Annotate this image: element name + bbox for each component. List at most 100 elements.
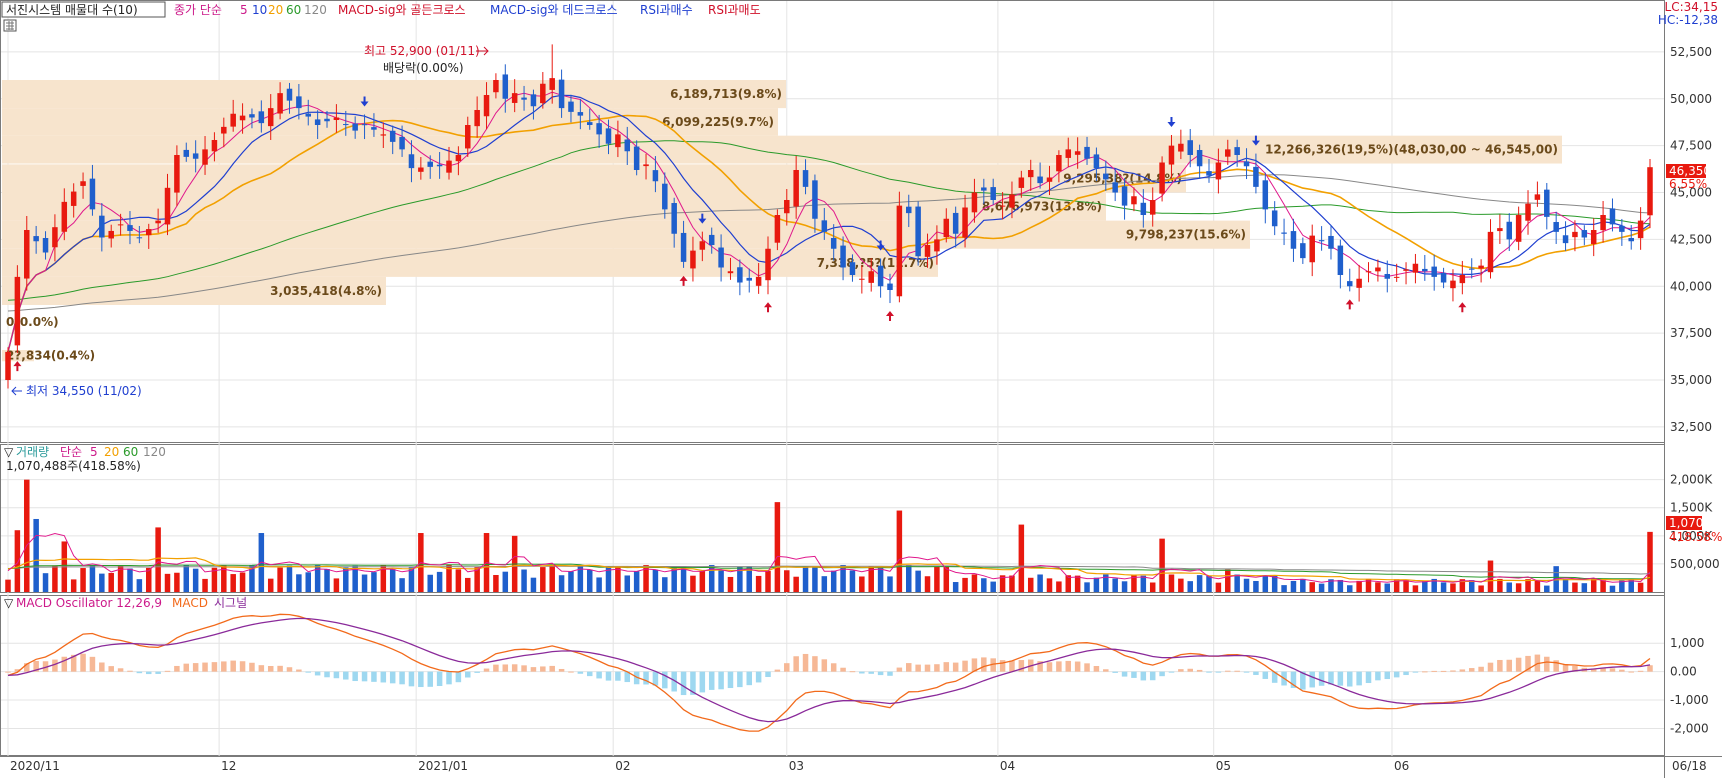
oscillator-bar: [52, 659, 58, 672]
candle-body: [962, 207, 968, 238]
candle-body: [615, 134, 621, 148]
candle-body: [652, 170, 659, 182]
volume-bar: [371, 572, 377, 592]
ma120-period: 120: [304, 3, 327, 17]
candle-body: [981, 187, 987, 191]
volume-label: 거래량: [16, 445, 49, 459]
candle-body: [465, 125, 471, 149]
candle-body: [1468, 268, 1475, 270]
oscillator-bar: [1375, 671, 1381, 681]
oscillator-bar: [267, 665, 274, 672]
oscillator-bar: [690, 671, 696, 695]
candle-body: [296, 96, 302, 109]
volume-bar: [962, 577, 968, 592]
oscillator-bar: [952, 662, 959, 672]
price-tick-label: 37,500: [1670, 326, 1712, 340]
volume-bar: [1515, 583, 1522, 592]
volume-bar: [1159, 538, 1165, 592]
candle-body: [624, 139, 631, 152]
dividend-annotation: 배당락(0.00%): [383, 61, 464, 75]
volume-bar: [624, 575, 631, 592]
volume-bar: [1027, 577, 1034, 592]
candle-body: [1412, 263, 1419, 273]
x-tick-label: 12: [221, 759, 236, 773]
oscillator-bar: [549, 665, 555, 672]
vol-ma20-period: 20: [104, 445, 119, 459]
oscillator-bar: [633, 671, 640, 685]
oscillator-bar: [1009, 660, 1015, 672]
candle-body: [1346, 281, 1353, 287]
current-price: 46,350: [1669, 164, 1711, 178]
volume-bar: [586, 569, 593, 592]
volume-bar: [1234, 574, 1240, 592]
oscillator-bar: [887, 671, 893, 676]
candle-body: [1431, 266, 1437, 277]
oscillator-bar: [80, 653, 86, 672]
candle-body: [1609, 208, 1616, 225]
volume-bar: [399, 578, 405, 592]
oscillator-bar: [793, 656, 799, 672]
candle-body: [1178, 143, 1184, 152]
volume-note: 1,070,488주(418.58%): [6, 459, 141, 473]
volume-bar: [540, 567, 546, 592]
ma20-line: [7, 114, 1651, 353]
oscillator-bar: [1093, 666, 1100, 672]
candle-body: [943, 218, 950, 238]
candle-body: [502, 74, 509, 99]
volume-bar: [1525, 579, 1531, 592]
volume-bar: [127, 568, 133, 592]
oscillator-bar: [849, 671, 856, 673]
volume-bar: [1196, 575, 1203, 592]
candle-body: [267, 108, 274, 127]
candle-body: [52, 227, 58, 248]
vol-ma5-line: [7, 532, 1651, 583]
volume-bar: [1412, 585, 1419, 592]
candle-body: [1497, 228, 1503, 232]
system-name-box[interactable]: [1, 1, 166, 18]
volume-bar: [1628, 578, 1634, 592]
candle-body: [596, 123, 602, 135]
candle-body: [540, 83, 546, 104]
candle-body: [108, 230, 114, 239]
volume-bar: [934, 566, 940, 592]
oscillator-bar: [1168, 671, 1175, 673]
volume-bar: [1459, 579, 1466, 592]
candle-body: [89, 178, 96, 210]
candle-body: [1056, 155, 1062, 172]
volume-profile-bar: [2, 192, 1106, 221]
candle-body: [680, 232, 687, 262]
volume-bar: [230, 574, 236, 592]
candle-body: [1562, 235, 1569, 244]
volume-bar: [1346, 585, 1353, 592]
candle-body: [1450, 280, 1456, 289]
oscillator-bar: [305, 671, 312, 673]
oscillator-bar: [1600, 667, 1606, 672]
macd-tick-label: 0.00: [1670, 665, 1697, 679]
volume-tick-label: 1,000K: [1670, 529, 1713, 543]
candle-body: [33, 236, 39, 242]
candle-body: [1525, 203, 1531, 221]
oscillator-bar: [1403, 671, 1409, 676]
volume-bar: [1074, 575, 1081, 592]
oscillator-bar: [586, 671, 593, 677]
candle-body: [906, 206, 912, 214]
candle-body: [1365, 271, 1372, 273]
volume-bar: [1375, 582, 1381, 592]
oscillator-bar: [183, 663, 190, 672]
candle-body: [662, 183, 668, 210]
buy-signal-icon: [13, 361, 22, 372]
oscillator-bar: [352, 671, 358, 682]
buy-signal-icon: [1458, 302, 1467, 313]
oscillator-bar: [89, 656, 96, 672]
volume-bar: [1046, 578, 1053, 592]
volume-profile-bar: [2, 164, 1186, 193]
volume-bar: [1581, 583, 1588, 592]
current-volume-tag: [1666, 516, 1702, 530]
candle-body: [1159, 162, 1165, 194]
price-tick-label: 35,000: [1670, 373, 1712, 387]
candle-body: [896, 205, 903, 297]
candle-body: [1440, 272, 1447, 283]
oscillator-bar: [671, 671, 677, 692]
volume-bar: [267, 578, 274, 592]
